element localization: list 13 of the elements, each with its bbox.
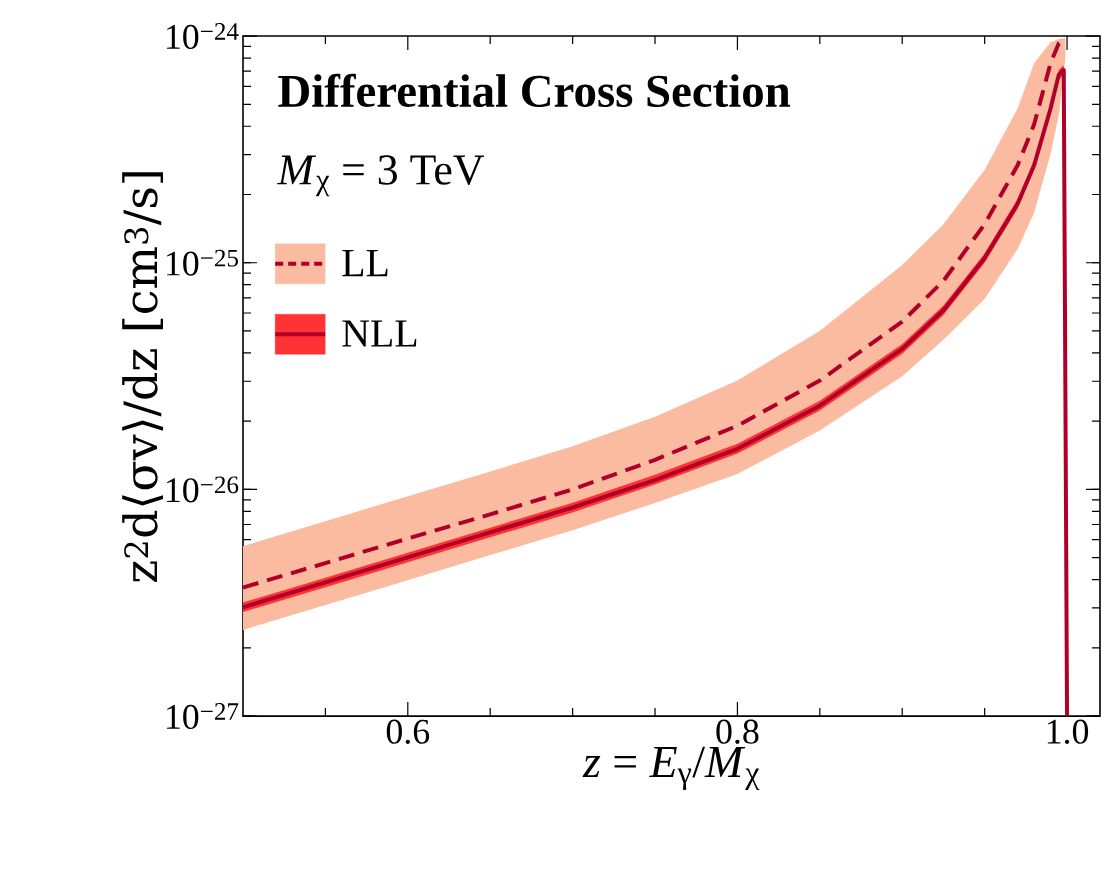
legend-label: LL bbox=[342, 250, 388, 277]
y-axis-title: z$^{2}$d⟨σv⟩/dz [cm$^{3}$/s] bbox=[122, 172, 164, 583]
y-tick-label: 10$^{−25}$ bbox=[167, 249, 239, 276]
x-tick-label: 0.8 bbox=[716, 719, 759, 744]
x-axis-title: z = E$_{γ}$/M$_{χ}$ bbox=[582, 746, 760, 791]
y-tick-label: 10$^{−24}$ bbox=[167, 23, 239, 50]
legend-title: M$_{χ}$ = 3 TeV bbox=[276, 155, 485, 197]
x-tick-label: 0.6 bbox=[386, 719, 430, 744]
y-tick-label: 10$^{−27}$ bbox=[167, 703, 239, 730]
text: Differential Cross Section bbox=[278, 73, 791, 108]
legend-label: NLL bbox=[342, 320, 417, 347]
y-tick-label: 10$^{−26}$ bbox=[167, 476, 239, 503]
x-tick-label: 1.0 bbox=[1047, 719, 1089, 744]
